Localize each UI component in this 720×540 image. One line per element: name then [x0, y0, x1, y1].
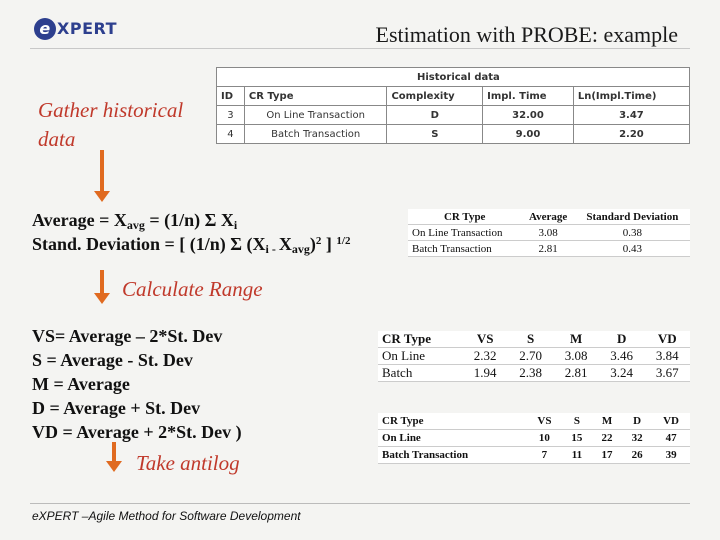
range-vs: VS= Average – 2*St. Dev: [32, 326, 223, 346]
title-divider: [30, 48, 690, 49]
step-calculate: Calculate Range: [122, 277, 263, 301]
range-vd: VD = Average + 2*St. Dev ): [32, 422, 242, 442]
table-row: 3 On Line Transaction D 32.00 3.47: [216, 105, 691, 125]
table-caption: Historical data: [216, 67, 690, 87]
average-formula: Average = Xavg = (1/n) Σ Xi: [32, 210, 238, 232]
table-header: CR Type VS S M D VD: [378, 413, 690, 430]
time-range-table: CR Type VS S M D VD On Line 10 15 22 32 47 Batch T…: [378, 413, 690, 464]
down-arrow-icon: [94, 150, 110, 202]
footer-divider: [30, 503, 690, 504]
historical-data-table: Historical data ID CR Type Complexity Im…: [216, 67, 691, 144]
logo: e XPERT: [34, 18, 117, 40]
logo-mark: e: [34, 18, 56, 40]
table-row: Batch 1.94 2.38 2.81 3.24 3.67: [378, 364, 690, 382]
table-row: Batch Transaction 2.81 0.43: [408, 240, 690, 257]
down-arrow-icon: [106, 442, 122, 472]
range-m: M = Average: [32, 374, 130, 394]
table-row: 4 Batch Transaction S 9.00 2.20: [216, 124, 691, 144]
logo-text: XPERT: [57, 19, 118, 38]
statistics-table: CR Type Average Standard Deviation On Line…: [408, 209, 690, 257]
table-row: On Line Transaction 3.08 0.38: [408, 224, 690, 241]
range-d: D = Average + St. Dev: [32, 398, 201, 418]
log-range-table: CR Type VS S M D VD On Line 2.32 2.70 3.08 3.46 3.…: [378, 331, 690, 382]
range-s: S = Average - St. Dev: [32, 350, 193, 370]
page-title: Estimation with PROBE: example: [375, 22, 678, 47]
footer-text: eXPERT –Agile Method for Software Develo…: [32, 509, 301, 523]
down-arrow-icon: [94, 270, 110, 304]
table-header: CR Type VS S M D VD: [378, 331, 690, 348]
step-gather: Gather historical data: [38, 98, 184, 151]
table-row: Batch Transaction 7 11 17 26 39: [378, 446, 690, 464]
stddev-formula: Stand. Deviation = [ (1/n) Σ (Xi - Xavg)…: [32, 234, 351, 256]
table-header: CR Type Average Standard Deviation: [408, 209, 690, 225]
range-definitions: VS= Average – 2*St. Dev S = Average - St…: [32, 324, 242, 444]
table-header: ID CR Type Complexity Impl. Time Ln(Impl…: [216, 86, 691, 106]
table-row: On Line 10 15 22 32 47: [378, 429, 690, 447]
step-antilog: Take antilog: [136, 451, 240, 475]
table-row: On Line 2.32 2.70 3.08 3.46 3.84: [378, 347, 690, 365]
